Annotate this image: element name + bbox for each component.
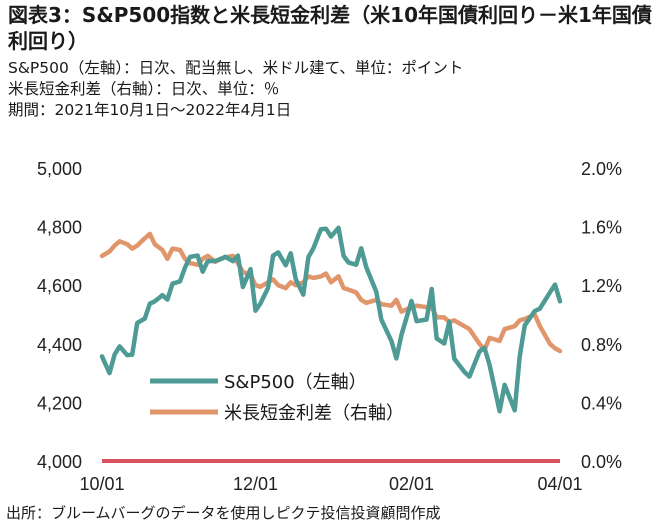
left-tick-label: 4,400 (37, 335, 82, 355)
source-note: 出所：ブルームバーグのデータを使用しピクテ投信投資顧問作成 (6, 504, 441, 522)
chart-title: 図表3：S&P500指数と米長短金利差（米10年国債利回り－米1年国債利回り） (8, 3, 652, 53)
left-tick-label: 4,200 (37, 393, 82, 413)
x-tick-label: 12/01 (233, 474, 278, 494)
right-tick-label: 1.6% (581, 218, 622, 238)
legend-label-sp500: S&P500（左軸） (224, 372, 367, 393)
chart-notes: S&P500（左軸）：日次、配当無し、米ドル建て、単位：ポイント 米長短金利差（… (8, 58, 463, 121)
right-tick-label: 0.0% (581, 452, 622, 472)
right-tick-label: 0.4% (581, 393, 622, 413)
left-tick-label: 4,800 (37, 218, 82, 238)
x-tick-label: 10/01 (79, 474, 124, 494)
right-axis-ticks: 0.0% 0.4% 0.8% 1.2% 1.6% 2.0% (581, 159, 622, 472)
left-tick-label: 4,600 (37, 276, 82, 296)
left-tick-label: 5,000 (37, 159, 82, 179)
right-tick-label: 1.2% (581, 276, 622, 296)
x-axis-ticks: 10/01 12/01 02/01 04/01 (79, 474, 582, 494)
x-tick-label: 04/01 (537, 474, 582, 494)
series-line-sp500 (99, 225, 563, 414)
note-sp500: S&P500（左軸）：日次、配当無し、米ドル建て、単位：ポイント (8, 59, 464, 77)
series-layer (99, 225, 563, 414)
right-tick-label: 0.8% (581, 335, 622, 355)
x-tick-label: 02/01 (389, 474, 434, 494)
right-tick-label: 2.0% (581, 159, 622, 179)
left-tick-label: 4,000 (37, 452, 82, 472)
note-spread: 米長短金利差（右軸）：日次、単位：％ (8, 80, 280, 98)
note-period: 期間：2021年10月1日～2022年4月1日 (8, 101, 292, 119)
legend-label-spread: 米長短金利差（右軸） (224, 403, 404, 424)
legend: S&P500（左軸） 米長短金利差（右軸） (150, 372, 404, 424)
left-axis-ticks: 4,000 4,200 4,400 4,600 4,800 5,000 (37, 159, 82, 472)
series-line-spread (99, 231, 563, 354)
